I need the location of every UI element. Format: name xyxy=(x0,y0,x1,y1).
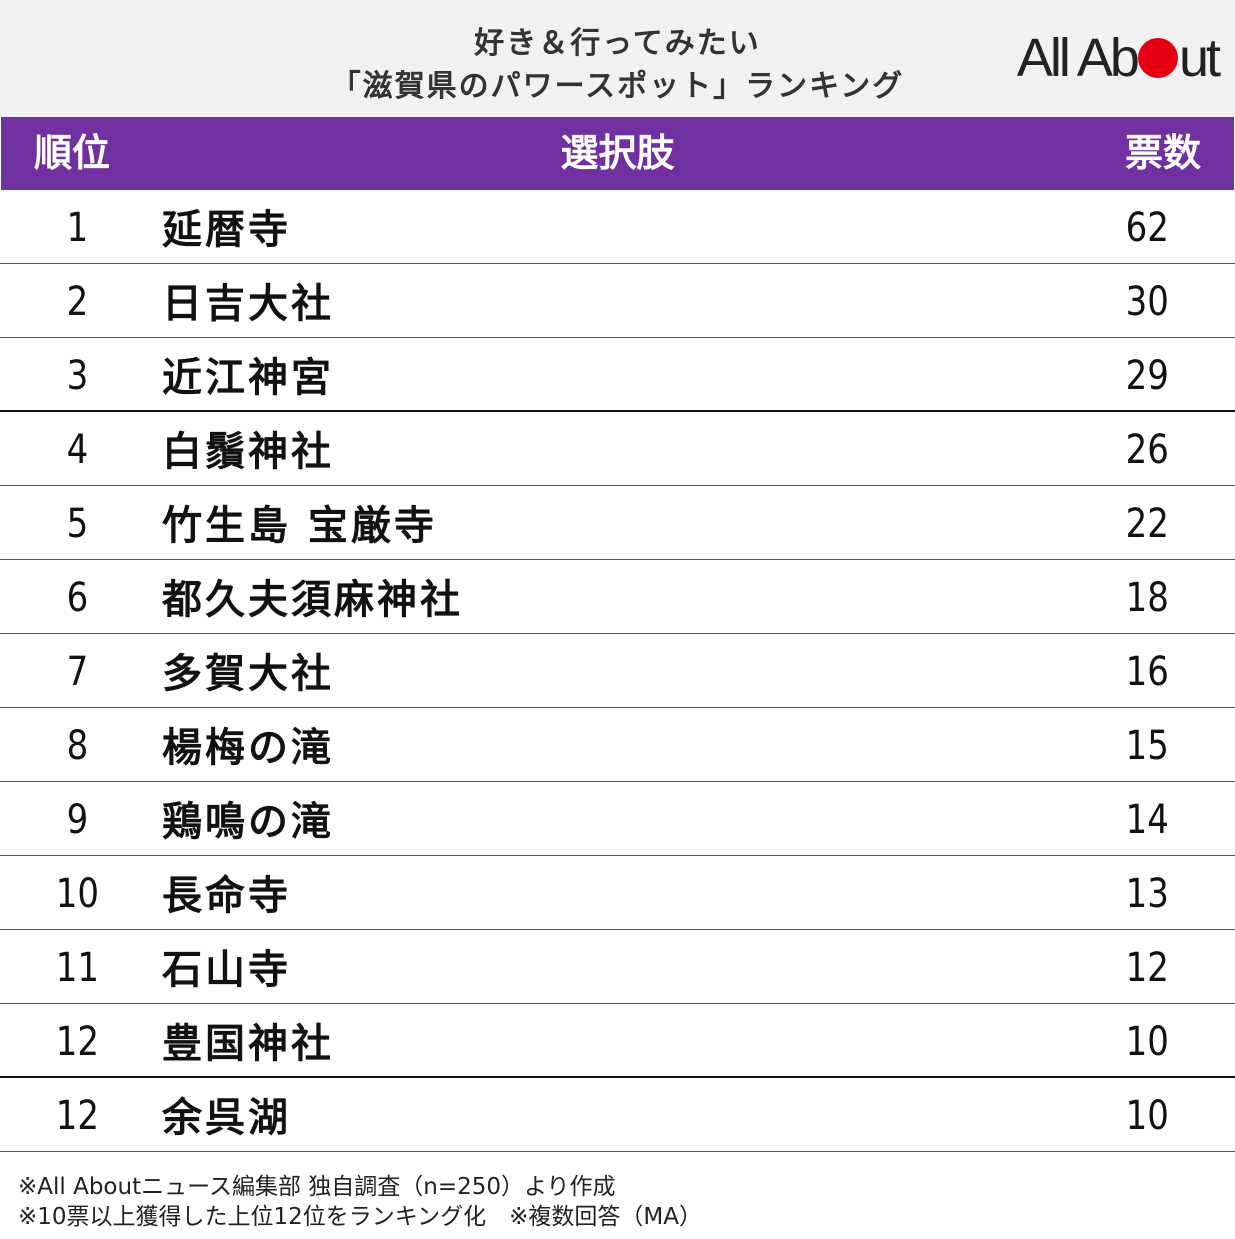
header-rank: 順位 xyxy=(34,131,111,175)
footnote-source: ※All Aboutニュース編集部 独自調査（n=250）より作成 xyxy=(18,1174,616,1200)
header-name: 選択肢 xyxy=(560,131,675,175)
title-band: 好き＆行ってみたい 「滋賀県のパワースポット」ランキング All Ab ut xyxy=(0,0,1235,117)
name-cell: 楊梅の滝 xyxy=(162,725,334,771)
page-title: 好き＆行ってみたい 「滋賀県のパワースポット」ランキング xyxy=(0,22,1235,108)
name-cell: 近江神宮 xyxy=(162,355,334,401)
rank-cell: 1 xyxy=(66,205,89,251)
table-row: 12 豊国神社 10 xyxy=(0,1004,1235,1078)
table-row: 2 日吉大社 30 xyxy=(0,264,1235,338)
table-row: 11 石山寺 12 xyxy=(0,930,1235,1004)
name-cell: 多賀大社 xyxy=(162,651,334,697)
ranking-table-body: 1 延暦寺 62 2 日吉大社 30 3 近江神宮 29 4 白鬚神社 26 5… xyxy=(0,190,1235,1152)
name-cell: 竹生島 宝厳寺 xyxy=(162,503,437,549)
table-row: 9 鶏鳴の滝 14 xyxy=(0,782,1235,856)
table-row: 6 都久夫須麻神社 18 xyxy=(0,560,1235,634)
votes-cell: 10 xyxy=(1125,1093,1169,1139)
title-line-2: 「滋賀県のパワースポット」ランキング xyxy=(330,69,905,104)
rank-cell: 12 xyxy=(55,1019,100,1065)
name-cell: 長命寺 xyxy=(162,873,291,919)
table-header: 選択肢 順位 票数 xyxy=(1,117,1234,190)
footnotes: ※All Aboutニュース編集部 独自調査（n=250）より作成 ※10票以上… xyxy=(18,1172,702,1232)
votes-cell: 12 xyxy=(1125,945,1169,991)
votes-cell: 16 xyxy=(1125,649,1169,695)
table-row: 3 近江神宮 29 xyxy=(0,338,1235,412)
table-row: 1 延暦寺 62 xyxy=(0,190,1235,264)
votes-cell: 30 xyxy=(1125,279,1169,325)
table-row: 7 多賀大社 16 xyxy=(0,634,1235,708)
name-cell: 鶏鳴の滝 xyxy=(162,799,334,845)
header-votes: 票数 xyxy=(1124,131,1201,175)
votes-cell: 13 xyxy=(1125,871,1169,917)
name-cell: 豊国神社 xyxy=(162,1021,334,1067)
name-cell: 延暦寺 xyxy=(162,207,291,253)
votes-cell: 18 xyxy=(1125,575,1169,621)
name-cell: 都久夫須麻神社 xyxy=(162,577,463,623)
name-cell: 日吉大社 xyxy=(162,281,334,327)
rank-cell: 12 xyxy=(55,1093,100,1139)
all-about-logo: All Ab ut xyxy=(1016,28,1221,88)
rank-cell: 11 xyxy=(55,945,100,991)
votes-cell: 26 xyxy=(1125,427,1169,473)
logo-text-after: ut xyxy=(1178,28,1221,88)
footnote-method: ※10票以上獲得した上位12位をランキング化 ※複数回答（MA） xyxy=(18,1204,702,1230)
rank-cell: 6 xyxy=(66,575,89,621)
name-cell: 白鬚神社 xyxy=(162,429,334,475)
votes-cell: 14 xyxy=(1125,797,1169,843)
name-cell: 石山寺 xyxy=(162,947,291,993)
table-row: 4 白鬚神社 26 xyxy=(0,412,1235,486)
table-row: 10 長命寺 13 xyxy=(0,856,1235,930)
rank-cell: 2 xyxy=(66,279,89,325)
table-row: 8 楊梅の滝 15 xyxy=(0,708,1235,782)
rank-cell: 8 xyxy=(66,723,89,769)
logo-red-dot-icon xyxy=(1137,38,1178,78)
votes-cell: 29 xyxy=(1125,353,1169,399)
rank-cell: 7 xyxy=(66,649,89,695)
votes-cell: 62 xyxy=(1125,205,1169,251)
rank-cell: 9 xyxy=(66,797,89,843)
title-line-1: 好き＆行ってみたい xyxy=(474,26,761,61)
rank-cell: 10 xyxy=(55,871,100,917)
votes-cell: 10 xyxy=(1125,1019,1169,1065)
table-row: 12 余呉湖 10 xyxy=(0,1078,1235,1152)
rank-cell: 3 xyxy=(66,353,89,399)
rank-cell: 5 xyxy=(66,501,89,547)
rank-cell: 4 xyxy=(66,427,89,473)
votes-cell: 22 xyxy=(1125,501,1169,547)
votes-cell: 15 xyxy=(1125,723,1169,769)
logo-text-before: All Ab xyxy=(1016,28,1140,88)
name-cell: 余呉湖 xyxy=(162,1095,291,1141)
table-row: 5 竹生島 宝厳寺 22 xyxy=(0,486,1235,560)
